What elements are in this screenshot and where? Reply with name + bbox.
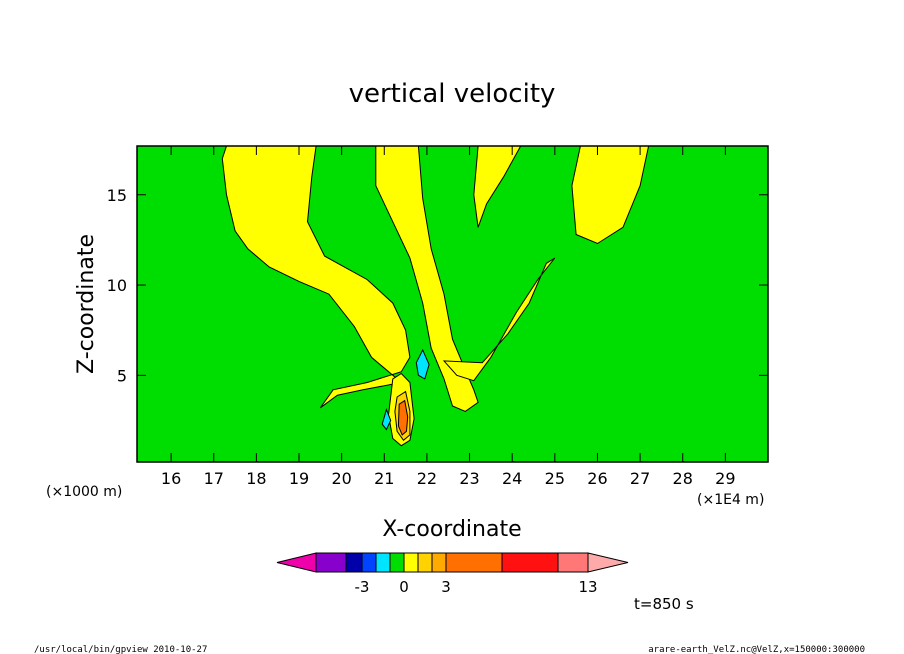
colorbar-label: 0: [399, 578, 409, 596]
x-tick-label: 17: [204, 469, 224, 488]
contour-region-2: [442, 257, 556, 382]
x-tick-label: 25: [545, 469, 565, 488]
colorbar-max-arrow: [587, 552, 629, 573]
colorbar-label: 13: [578, 578, 597, 596]
x-tick-label: 21: [374, 469, 394, 488]
time-annotation: t=850 s: [634, 595, 694, 613]
contour-region-4: [571, 146, 650, 245]
contour-region-3: [473, 146, 522, 228]
contour-region-1: [375, 146, 479, 412]
footer-right: arare-earth_VelZ.nc@VelZ,x=150000:300000: [648, 645, 865, 654]
colorbar-segment: [557, 552, 589, 573]
x-tick-label: 27: [630, 469, 650, 488]
y-axis-label: Z-coordinate: [74, 234, 99, 374]
colorbar-segment: [445, 552, 503, 573]
x-axis: 16 17 18 19 20 21 22 23 24 25 26 27 28 29: [161, 146, 736, 488]
contour-region-8: [415, 348, 430, 380]
contour-region-0: [221, 146, 411, 409]
y-tick-label: 5: [117, 366, 127, 385]
colorbar-segment: [417, 552, 433, 573]
colorbar-min-arrow: [276, 552, 317, 573]
x-tick-label: 18: [246, 469, 266, 488]
contour-region-9: [381, 408, 392, 431]
plot-frame: [136, 145, 769, 463]
colorbar-segment: [403, 552, 419, 573]
y-tick-label: 15: [107, 186, 127, 205]
chart-title: vertical velocity: [349, 79, 556, 109]
colorbar-label: 3: [441, 578, 451, 596]
y-tick-label: 10: [107, 276, 127, 295]
colorbar-labels: -3 0 3 13: [355, 578, 598, 596]
x-axis-label: X-coordinate: [382, 517, 521, 542]
contour-regions: [221, 146, 650, 447]
colorbar-segment: [361, 552, 377, 573]
x-tick-label: 23: [459, 469, 479, 488]
colorbar-segment: [501, 552, 559, 573]
colorbar-segment: [315, 552, 347, 573]
contour-region-7: [397, 399, 409, 436]
x-tick-label: 26: [587, 469, 607, 488]
footer-left: /usr/local/bin/gpview 2010-10-27: [34, 645, 207, 654]
x-tick-label: 19: [289, 469, 309, 488]
colorbar-segment: [389, 552, 405, 573]
x-tick-label: 29: [715, 469, 735, 488]
colorbar: [276, 552, 629, 573]
colorbar-segment: [375, 552, 391, 573]
x-tick-label: 24: [502, 469, 522, 488]
x-tick-label: 20: [331, 469, 351, 488]
x-tick-label: 22: [417, 469, 437, 488]
x-unit-label: (×1E4 m): [697, 492, 764, 508]
colorbar-label: -3: [355, 578, 370, 596]
y-unit-label: (×1000 m): [46, 484, 122, 500]
colorbar-segment: [431, 552, 447, 573]
x-tick-label: 28: [673, 469, 693, 488]
x-tick-label: 16: [161, 469, 181, 488]
y-axis: 5 10 15: [107, 186, 768, 385]
colorbar-segment: [345, 552, 363, 573]
